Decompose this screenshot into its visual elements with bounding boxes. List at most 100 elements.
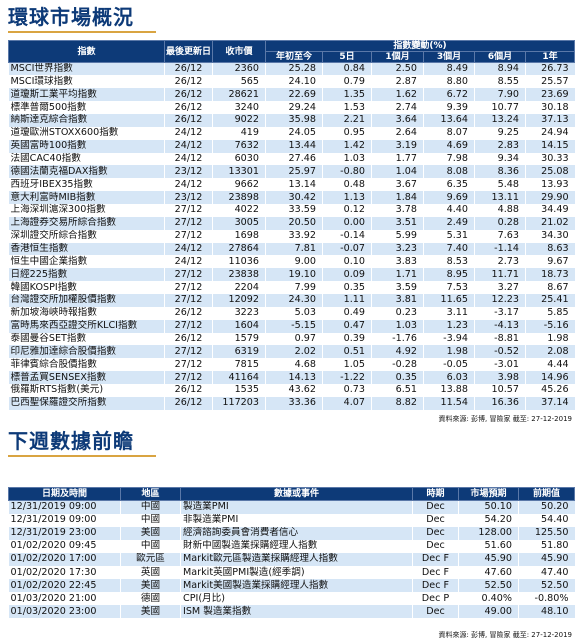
header-1y: 1年 [524,51,576,63]
cell-1y: 9.67 [525,255,575,269]
cell-ytd: 7.81 [265,242,323,256]
cell-index-name: 香港恒生指數 [8,242,165,256]
cell-3m: 6.72 [423,88,475,102]
cell-ytd: 33.59 [265,203,323,217]
cell-close: 7815 [212,358,266,372]
cell-1y: 34.30 [525,229,575,243]
cell-period: Dec [412,539,459,553]
cell-close: 28621 [212,88,266,102]
cell-index-name: 意大利富時MIB指數 [8,191,165,204]
cell-3m: 11.65 [423,293,475,307]
cell-close: 13301 [212,165,266,179]
cell-1m: 6.51 [371,383,424,397]
cell-1m: -1.76 [371,332,424,346]
cell-ytd: 43.62 [265,383,323,397]
cell-3m: 8.95 [423,268,475,282]
cell-close: 1535 [212,383,266,397]
cell-5d: 1.11 [322,293,372,307]
cell-3m: 8.08 [423,165,475,179]
cell-3m: 5.31 [423,229,475,243]
cell-1y: 34.49 [525,203,575,217]
cell-3m: -3.94 [423,332,475,346]
cell-1y: 25.41 [525,293,575,307]
cell-period: Dec [412,526,459,540]
cell-1m: 1.62 [371,88,424,102]
cell-region: 中國 [120,539,181,553]
cell-1y: 25.57 [525,75,575,89]
economic-calendar-table: 日期及時間 地區 數據或事件 時期 市場預期 前期值 12/31/2019 09… [8,487,575,619]
cell-6m: 13.24 [474,113,526,127]
cell-1m: 3.64 [371,113,424,127]
cell-close: 1604 [212,319,266,333]
cell-close: 41164 [212,371,266,384]
header-region: 地區 [120,487,181,501]
cell-forecast: 50.10 [458,500,519,514]
cell-close: 1579 [212,332,266,346]
table-row: 01/02/2020 22:45 美國 Markit美國製造業採購經理人指數 Dec … [8,579,575,593]
table-row: 01/03/2020 21:00 德國 CPI(月比) Dec P 0.40% -0.80… [8,592,575,606]
cell-period: Dec [412,500,459,514]
cell-last-update: 27/12 [164,203,213,217]
cell-close: 6319 [212,345,266,359]
cell-6m: 13.11 [474,191,526,204]
cell-1y: 13.93 [525,178,575,192]
header-previous: 前期值 [518,487,575,501]
cell-event: 非製造業PMI [180,513,413,527]
cell-index-name: 西班牙IBEX35指數 [8,178,165,192]
cell-last-update: 24/12 [164,242,213,256]
cell-region: 英國 [120,565,181,580]
title-underline [8,31,156,33]
cell-5d: 4.07 [322,396,372,410]
cell-5d: 0.49 [322,306,372,320]
cell-1m: 2.50 [371,62,424,76]
cell-1y: 14.96 [525,371,575,384]
cell-1y: 37.14 [525,396,575,410]
cell-period: Dec [412,513,459,527]
cell-last-update: 24/12 [164,178,213,192]
cell-close: 2360 [212,62,266,76]
cell-6m: 3.27 [474,281,526,294]
cell-previous: 51.80 [518,539,575,553]
cell-region: 中國 [120,513,181,527]
cell-last-update: 26/12 [164,306,213,320]
cell-index-name: 法國CAC40指數 [8,152,165,166]
cell-last-update: 27/12 [164,371,213,384]
table-row: 01/03/2020 23:00 美國 ISM 製造業指數 Dec 49.00 48.10 [8,605,575,619]
cell-close: 7632 [212,139,266,153]
cell-period: Dec [412,605,459,619]
cell-last-update: 23/12 [164,191,213,204]
cell-ytd: 27.46 [265,152,323,166]
cell-ytd: 33.36 [265,396,323,410]
cell-index-name: 道瓊斯工業平均指數 [8,88,165,102]
cell-last-update: 26/12 [164,88,213,102]
cell-3m: 8.53 [423,255,475,269]
cell-close: 23838 [212,268,266,282]
cell-1y: 24.94 [525,126,575,140]
cell-close: 4022 [212,203,266,217]
table-row: 道瓊斯工業平均指數 26/12 28621 22.69 1.35 1.62 6.72 7.90… [8,88,575,102]
cell-1m: 1.77 [371,152,424,166]
cell-5d: 0.00 [322,216,372,230]
cell-last-update: 24/12 [164,255,213,269]
cell-6m: 8.94 [474,62,526,76]
cell-forecast: 45.90 [458,552,519,566]
cell-5d: 0.95 [322,126,372,140]
cell-5d: 1.35 [322,88,372,102]
cell-5d: -0.80 [322,165,372,179]
cell-6m: 4.88 [474,203,526,217]
cell-1y: 2.08 [525,345,575,359]
cell-index-name: 德國法蘭克福DAX指數 [8,165,165,179]
cell-forecast: 49.00 [458,605,519,619]
cell-5d: 1.53 [322,101,372,114]
cell-close: 565 [212,75,266,89]
cell-3m: 3.11 [423,306,475,320]
cell-3m: 4.69 [423,139,475,153]
cell-event: Markit美國製造業採購經理人指數 [180,579,413,593]
cell-1m: 3.51 [371,216,424,230]
cell-3m: 8.49 [423,62,475,76]
cell-index-name: 英國富時100指數 [8,139,165,153]
cell-5d: 0.12 [322,203,372,217]
cell-6m: 7.63 [474,229,526,243]
table-row: 香港恒生指數 24/12 27864 7.81 -0.07 3.23 7.40 -1.14 8.… [8,242,575,256]
cell-period: Dec P [412,592,459,606]
